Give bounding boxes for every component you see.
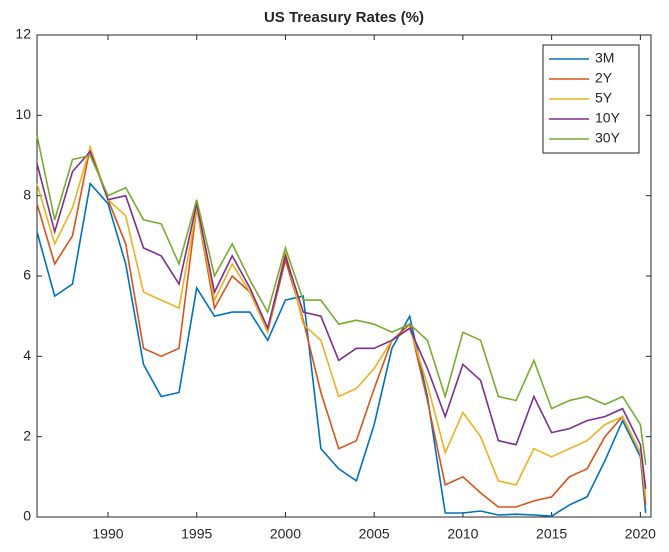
series-line bbox=[36, 144, 647, 497]
x-tick-label: 2005 bbox=[359, 526, 390, 542]
y-tick-label: 0 bbox=[23, 508, 31, 524]
chart-title: US Treasury Rates (%) bbox=[264, 9, 424, 26]
x-tick-label: 1990 bbox=[92, 526, 123, 542]
series-line bbox=[36, 144, 647, 508]
legend-label: 30Y bbox=[595, 130, 621, 146]
y-tick-label: 2 bbox=[23, 427, 31, 443]
y-tick-label: 8 bbox=[23, 186, 31, 202]
x-tick-label: 2010 bbox=[447, 526, 478, 542]
series-line bbox=[36, 135, 647, 465]
y-tick-label: 6 bbox=[23, 267, 31, 283]
y-tick-label: 12 bbox=[15, 26, 31, 42]
y-tick-label: 10 bbox=[15, 106, 31, 122]
legend-label: 2Y bbox=[595, 70, 613, 86]
x-tick-label: 2020 bbox=[625, 526, 656, 542]
x-tick-label: 1995 bbox=[181, 526, 212, 542]
series-line bbox=[36, 149, 647, 489]
legend-label: 5Y bbox=[595, 90, 613, 106]
series-line bbox=[36, 181, 647, 518]
legend-label: 3M bbox=[595, 50, 614, 66]
x-tick-label: 2000 bbox=[270, 526, 301, 542]
x-tick-label: 2015 bbox=[536, 526, 567, 542]
y-tick-label: 4 bbox=[23, 347, 31, 363]
legend-label: 10Y bbox=[595, 110, 621, 126]
